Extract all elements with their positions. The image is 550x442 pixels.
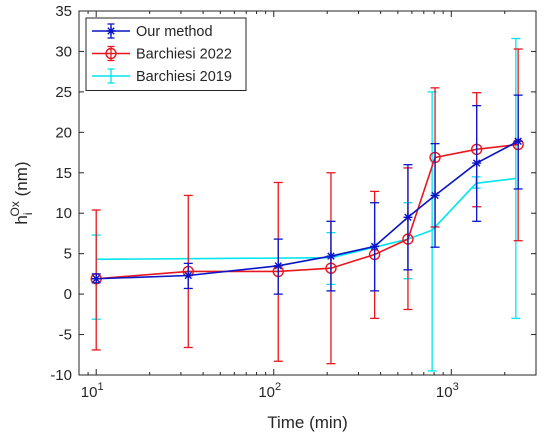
y-tick-label: 20 (55, 124, 72, 141)
y-tick-label: -5 (59, 327, 72, 344)
legend-entry-barchiesi-2022: Barchiesi 2022 (92, 45, 232, 63)
y-axis-title-units: (nm) (12, 161, 31, 201)
tick-layer: -10 -5 0 5 10 15 20 25 30 35 101 102 103 (50, 3, 537, 401)
x-tick-label: 102 (258, 381, 281, 401)
data-point-marker (273, 261, 283, 271)
y-tick-label: 35 (55, 3, 72, 20)
y-tick-label: 15 (55, 165, 72, 182)
series-our-method (91, 94, 523, 295)
x-tick-label: 103 (436, 381, 459, 401)
data-point-marker (472, 158, 482, 168)
data-point-marker (403, 212, 413, 222)
series-layer (90, 37, 524, 372)
y-axis-title-subscript: i (21, 212, 35, 215)
legend: Our method Barchiesi 2022 Barchiesi 2019 (85, 17, 247, 91)
x-axis-title: Time (min) (267, 413, 348, 432)
legend-swatch-marker (106, 26, 116, 36)
legend-entry-barchiesi-2019: Barchiesi 2019 (92, 68, 232, 85)
legend-label: Barchiesi 2022 (136, 47, 232, 63)
legend-label: Barchiesi 2019 (136, 69, 232, 85)
y-tick-label: -10 (50, 367, 72, 384)
series-barchiesi-2019 (91, 37, 521, 372)
data-point-marker (326, 251, 336, 261)
data-point-marker (91, 274, 101, 284)
data-point-marker (513, 136, 523, 146)
data-point-marker (370, 241, 380, 251)
legend-label: Our method (136, 24, 213, 40)
y-tick-label: 25 (55, 84, 72, 101)
y-axis-title: hiOx (nm) (8, 161, 35, 224)
data-point-marker (430, 190, 440, 200)
plot-area-frame (78, 10, 537, 376)
y-axis-title-main: h (12, 215, 31, 224)
y-tick-label: 5 (64, 246, 72, 263)
x-tick-label: 101 (81, 381, 104, 401)
series-line (96, 177, 516, 261)
legend-entry-our-method: Our method (92, 23, 213, 40)
legend-swatch-marker (105, 47, 117, 60)
y-axis-title-superscript: Ox (8, 201, 22, 216)
y-tick-label: 30 (55, 43, 72, 60)
data-point-marker (183, 271, 193, 281)
svg-text:hiOx (nm): hiOx (nm) (8, 161, 35, 224)
y-tick-label: 10 (55, 205, 72, 222)
y-tick-label: 0 (64, 286, 72, 303)
